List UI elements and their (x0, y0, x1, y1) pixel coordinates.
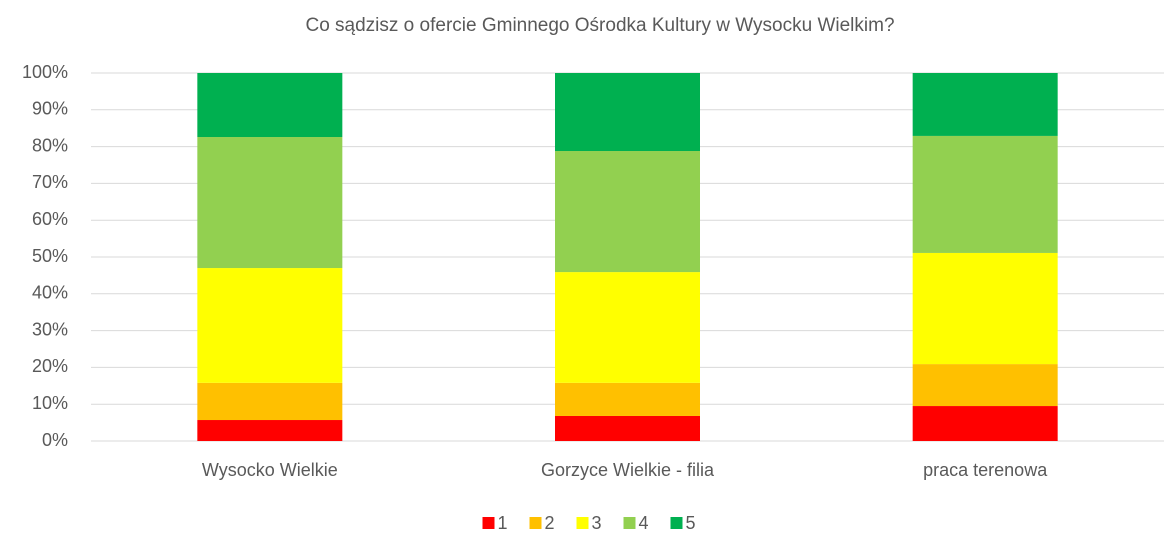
legend-swatch (482, 517, 495, 529)
y-tick-label: 60% (32, 209, 68, 229)
bar-segment (197, 382, 343, 421)
bar-segment (912, 406, 1058, 441)
legend-swatch (623, 517, 636, 529)
y-tick-label: 50% (32, 246, 68, 266)
y-tick-label: 30% (32, 319, 68, 339)
legend-label: 1 (498, 513, 508, 533)
legend-label: 3 (592, 513, 602, 533)
y-tick-label: 40% (32, 283, 68, 303)
legend-label: 5 (686, 513, 696, 533)
y-tick-label: 20% (32, 356, 68, 376)
bar-segment (912, 73, 1058, 136)
legend-swatch (576, 517, 589, 529)
legend-swatch (529, 517, 542, 529)
legend-label: 2 (545, 513, 555, 533)
bar-segment (555, 73, 700, 152)
y-tick-label: 70% (32, 172, 68, 192)
y-tick-label: 0% (42, 430, 68, 450)
y-tick-label: 100% (22, 62, 68, 82)
x-tick-label: praca terenowa (923, 460, 1048, 480)
bar-segment (197, 420, 343, 441)
chart-title: Co sądzisz o ofercie Gminnego Ośrodka Ku… (305, 15, 894, 36)
bar-segment (912, 252, 1058, 365)
bar-segment (555, 415, 700, 441)
legend-label: 4 (639, 513, 649, 533)
bar-segment (555, 151, 700, 273)
bar-segment (912, 364, 1058, 407)
bar-segment (197, 137, 343, 269)
bar-segment (912, 135, 1058, 253)
bar-segment (197, 73, 343, 138)
y-tick-label: 90% (32, 99, 68, 119)
bar-segment (555, 272, 700, 383)
y-tick-label: 10% (32, 393, 68, 413)
y-tick-label: 80% (32, 135, 68, 155)
x-tick-label: Gorzyce Wielkie - filia (541, 460, 715, 480)
bar-segment (555, 382, 700, 416)
bar-segment (197, 268, 343, 383)
legend-swatch (670, 517, 683, 529)
x-tick-label: Wysocko Wielkie (202, 460, 338, 480)
